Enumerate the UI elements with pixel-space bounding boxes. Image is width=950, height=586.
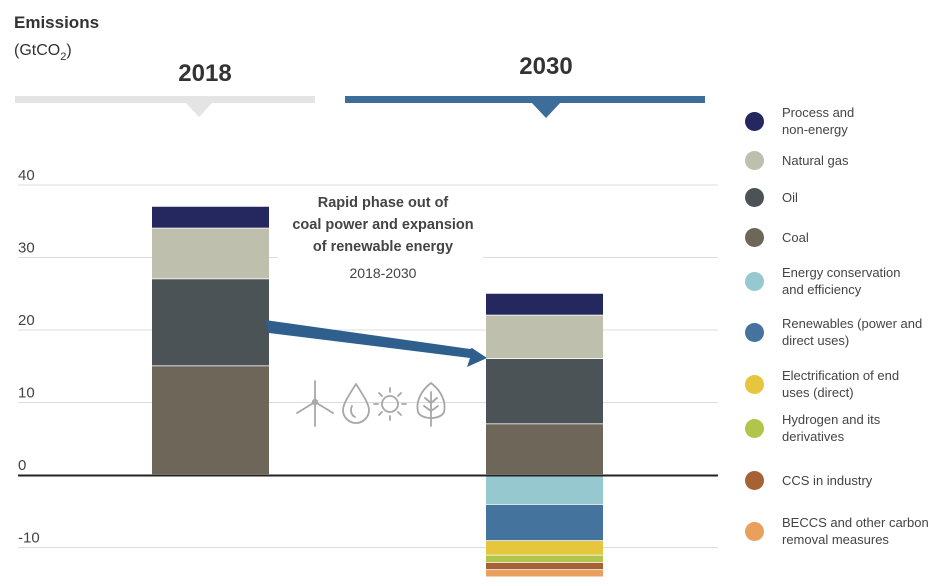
header-bar-2030 — [345, 96, 705, 103]
transition-icons — [296, 380, 446, 427]
bar-segment-2030-1 — [486, 315, 603, 359]
legend-label-line: CCS in industry — [782, 473, 873, 488]
bar-segment-2030-9 — [486, 570, 603, 577]
header-pointer-2018 — [185, 102, 213, 117]
y-tick-label: 30 — [18, 240, 35, 257]
bar-segment-2030-7 — [486, 555, 603, 562]
bar-segment-2018-1 — [152, 228, 269, 279]
legend-swatch — [745, 471, 764, 490]
annotation-line-3: of renewable energy — [313, 239, 453, 255]
bar-segment-2018-3 — [152, 366, 269, 475]
bar-segment-2030-3 — [486, 424, 603, 475]
legend-label: Energy conservation and efficiency — [782, 264, 950, 298]
legend-label-line: Electrification of end — [782, 368, 900, 383]
unit-suffix: ) — [66, 42, 71, 59]
unit-subscript: 2 — [60, 51, 66, 63]
legend-swatch — [745, 111, 764, 131]
unit-prefix: (GtCO — [14, 42, 60, 59]
legend-item: Natural gas — [745, 151, 950, 170]
bar-segment-2030-5 — [486, 504, 603, 541]
legend-label: Hydrogen and its derivatives — [782, 411, 950, 445]
legend-item: Renewables (power and direct uses) — [745, 315, 950, 349]
bar-segment-2030-8 — [486, 562, 603, 570]
header-bar-2018 — [15, 96, 315, 103]
bar-segment-2030-4 — [486, 475, 603, 504]
y-tick-label: -10 — [18, 530, 40, 547]
legend-label-line: Hydrogen and its — [782, 412, 881, 427]
legend-item: BECCS and other carbon removal measures — [745, 514, 950, 548]
legend-label-line: and efficiency — [782, 282, 862, 297]
category-label-2018: 2018 — [178, 60, 231, 87]
legend-label: CCS in industry — [782, 472, 950, 489]
legend-label: Renewables (power and direct uses) — [782, 315, 950, 349]
y-tick-label: 0 — [18, 457, 26, 474]
legend-swatch — [745, 151, 764, 170]
legend-label: Electrification of end uses (direct) — [782, 367, 950, 401]
legend-label-line: derivatives — [782, 429, 845, 444]
legend-swatch — [745, 322, 764, 342]
legend-swatch — [745, 271, 764, 291]
legend-label-line: non-energy — [782, 122, 848, 137]
bar-segment-2030-6 — [486, 541, 603, 555]
legend-label: Oil — [782, 189, 950, 206]
legend-label-line: Natural gas — [782, 153, 849, 168]
transition-arrow — [265, 320, 487, 367]
legend-label-line: Energy conservation — [782, 265, 901, 280]
legend-item: Electrification of end uses (direct) — [745, 367, 950, 401]
legend-item: CCS in industry — [745, 471, 950, 490]
legend-swatch — [745, 188, 764, 207]
legend-label-line: uses (direct) — [782, 385, 854, 400]
legend-swatch — [745, 521, 764, 541]
legend-item: Oil — [745, 188, 950, 207]
stacked-bars — [152, 206, 603, 577]
y-tick-label: 40 — [18, 167, 35, 184]
legend-label-line: BECCS and other carbon — [782, 515, 929, 530]
y-tick-label: 20 — [18, 312, 35, 329]
annotation-line-1: Rapid phase out of — [318, 195, 449, 211]
legend-item: Hydrogen and its derivatives — [745, 411, 950, 445]
y-axis-unit-label: (GtCO2) — [14, 42, 72, 63]
header-pointer-2030 — [531, 102, 561, 118]
legend-label-line: direct uses) — [782, 333, 850, 348]
legend-label-line: Process and — [782, 105, 855, 120]
legend-item: Energy conservation and efficiency — [745, 264, 950, 298]
water-drop-icon — [342, 383, 370, 424]
bar-segment-2030-0 — [486, 293, 603, 315]
legend-swatch — [745, 228, 764, 247]
legend-label: Coal — [782, 229, 950, 246]
legend-swatch — [745, 374, 764, 394]
annotation-line-2: coal power and expansion — [292, 217, 473, 233]
legend-label-line: Coal — [782, 230, 809, 245]
legend-item: Process and non-energy — [745, 104, 950, 138]
bar-segment-2018-0 — [152, 206, 269, 228]
sun-icon — [373, 387, 407, 421]
legend-label: BECCS and other carbon removal measures — [782, 514, 950, 548]
chart-title: Emissions — [14, 13, 99, 32]
y-tick-label: 10 — [18, 385, 35, 402]
bar-segment-2030-2 — [486, 359, 603, 424]
legend-swatch — [745, 418, 764, 438]
legend-item: Coal — [745, 228, 950, 247]
wind-turbine-icon — [296, 380, 334, 427]
category-label-2030: 2030 — [519, 53, 572, 80]
bar-segment-2018-2 — [152, 279, 269, 366]
legend-label: Natural gas — [782, 152, 950, 169]
legend-label-line: Renewables (power and — [782, 316, 923, 331]
annotation-period: 2018-2030 — [350, 265, 417, 281]
legend-label: Process and non-energy — [782, 104, 950, 138]
leaf-icon — [416, 382, 446, 427]
y-tick-labels: 40 30 20 10 0 -10 — [18, 167, 40, 547]
annotation-background — [278, 186, 483, 286]
legend-label-line: Oil — [782, 190, 798, 205]
legend-label-line: removal measures — [782, 532, 889, 547]
